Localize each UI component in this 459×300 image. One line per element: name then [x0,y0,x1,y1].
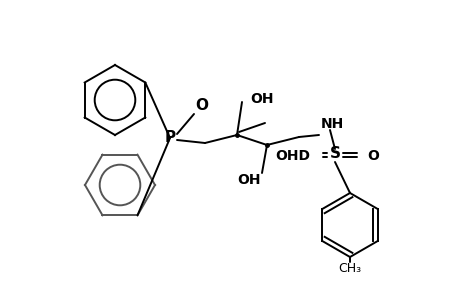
Text: O: O [195,98,208,112]
Text: CH₃: CH₃ [338,262,361,275]
Text: O: O [366,149,378,163]
Text: OH: OH [236,173,260,187]
Text: NH: NH [319,117,343,131]
Text: S: S [329,146,340,161]
Text: OH: OH [249,92,273,106]
Text: P: P [164,130,175,146]
Text: OHD: OHD [275,149,310,163]
